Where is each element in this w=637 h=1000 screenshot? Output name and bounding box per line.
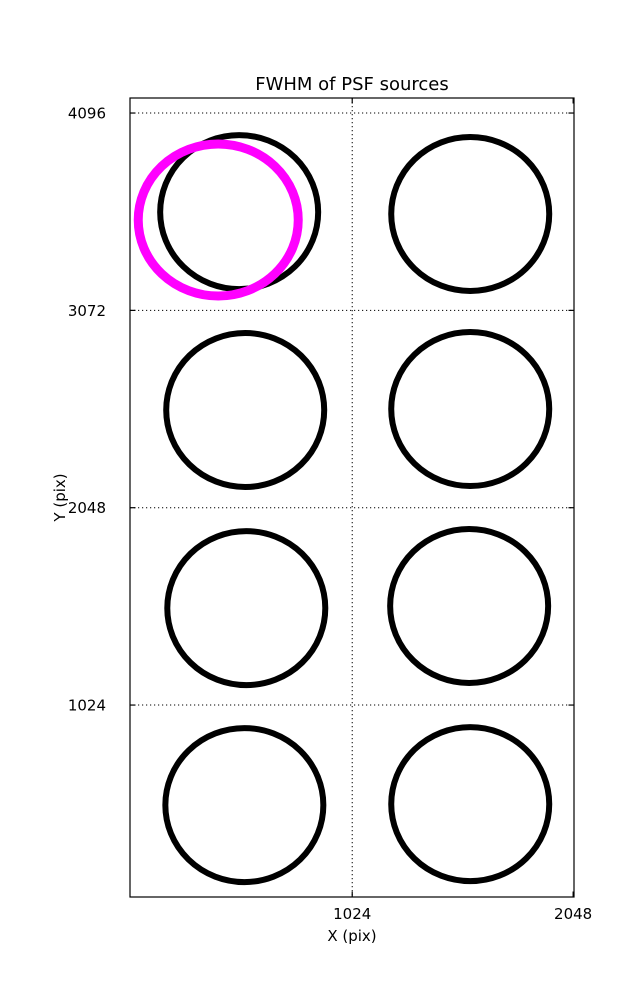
x-tick-label: 2048 [554,905,592,923]
psf-source-fwhm-circles-marker [388,724,553,885]
psf-source-fwhm-circles-marker [162,725,327,886]
x-tick-label: 1024 [333,905,371,923]
psf-source-fwhm-circles-marker [164,528,329,689]
psf-source-fwhm-circles-marker [388,134,553,295]
psf-source-fwhm-circles-marker [163,330,328,491]
y-tick-label: 3072 [68,302,106,320]
y-tick-label: 2048 [68,499,106,517]
gridlines [130,98,574,897]
x-axis-label: X (pix) [327,927,376,945]
plot-title: FWHM of PSF sources [255,74,449,95]
highlighted-source-circle-marker [133,139,303,301]
y-axis-label: Y (pix) [51,473,69,522]
psf-source-fwhm-circles-marker [387,525,552,686]
y-tick-label: 1024 [68,697,106,715]
psf-markers [133,132,553,886]
psf-source-fwhm-circles-marker [388,329,553,490]
y-tick-label: 4096 [68,105,106,123]
tick-marks [130,98,574,897]
tick-labels: 1024 2048 3072 4096 1024 2048 [68,105,592,923]
